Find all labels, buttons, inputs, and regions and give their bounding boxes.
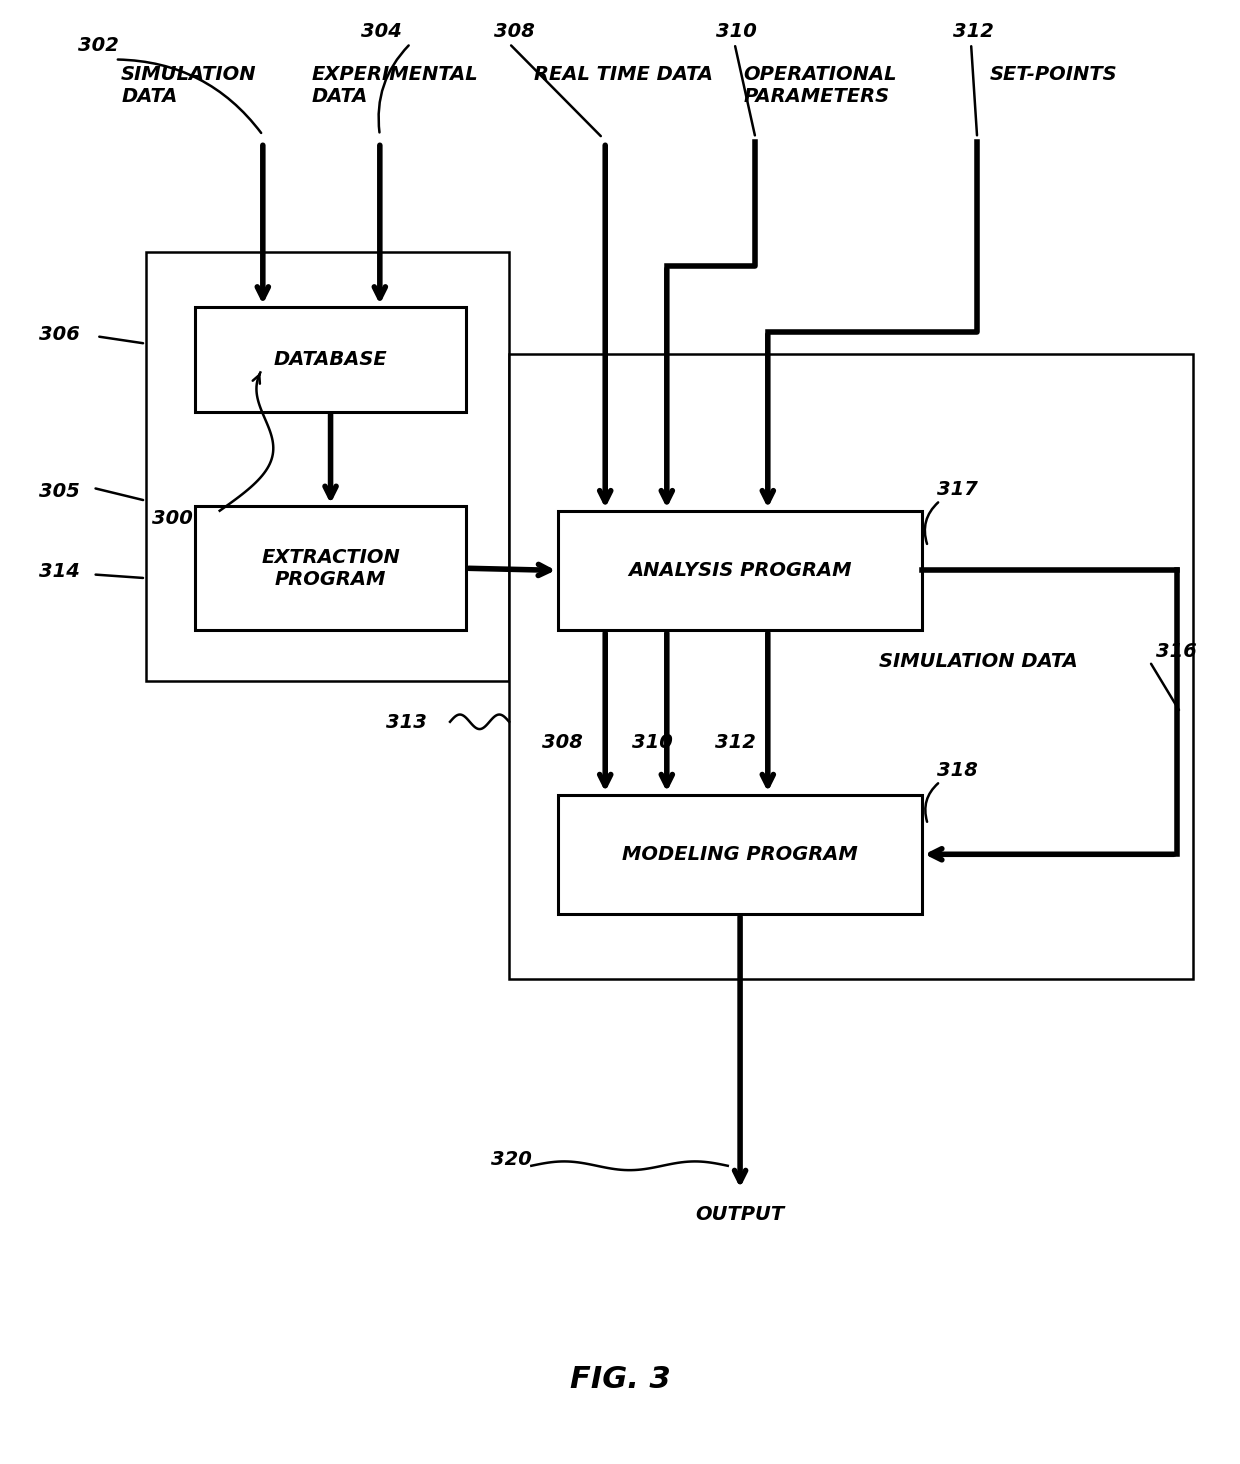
Text: 313: 313 bbox=[386, 713, 427, 732]
Text: 300: 300 bbox=[153, 509, 193, 529]
Bar bbox=[558, 795, 921, 914]
Text: 316: 316 bbox=[1156, 643, 1197, 662]
Text: DATABASE: DATABASE bbox=[274, 350, 387, 369]
Bar bbox=[195, 507, 466, 630]
Text: ANALYSIS PROGRAM: ANALYSIS PROGRAM bbox=[629, 561, 852, 580]
Text: FIG. 3: FIG. 3 bbox=[569, 1366, 671, 1394]
Text: 317: 317 bbox=[936, 480, 977, 499]
Text: 302: 302 bbox=[78, 37, 119, 56]
Text: SIMULATION DATA: SIMULATION DATA bbox=[879, 651, 1078, 671]
Bar bbox=[195, 307, 466, 411]
Text: EXTRACTION
PROGRAM: EXTRACTION PROGRAM bbox=[262, 548, 401, 589]
Text: OUTPUT: OUTPUT bbox=[696, 1205, 785, 1224]
Bar bbox=[510, 353, 1193, 979]
Text: 312: 312 bbox=[952, 22, 993, 41]
Bar bbox=[558, 511, 921, 630]
Text: 306: 306 bbox=[38, 325, 79, 344]
Text: OPERATIONAL
PARAMETERS: OPERATIONAL PARAMETERS bbox=[743, 66, 897, 107]
Text: 310: 310 bbox=[715, 22, 756, 41]
Text: SIMULATION
DATA: SIMULATION DATA bbox=[122, 66, 257, 107]
Text: EXPERIMENTAL
DATA: EXPERIMENTAL DATA bbox=[312, 66, 479, 107]
Text: 318: 318 bbox=[936, 761, 977, 780]
Text: 312: 312 bbox=[714, 732, 755, 751]
Bar bbox=[146, 252, 510, 681]
Text: MODELING PROGRAM: MODELING PROGRAM bbox=[622, 845, 858, 864]
Text: 308: 308 bbox=[542, 732, 583, 751]
Text: SET-POINTS: SET-POINTS bbox=[990, 66, 1117, 85]
Text: 305: 305 bbox=[38, 482, 79, 501]
Text: 310: 310 bbox=[632, 732, 673, 751]
Text: 314: 314 bbox=[38, 562, 79, 581]
Text: REAL TIME DATA: REAL TIME DATA bbox=[533, 66, 713, 85]
Text: 320: 320 bbox=[491, 1149, 532, 1168]
Text: 304: 304 bbox=[361, 22, 402, 41]
Text: 308: 308 bbox=[495, 22, 536, 41]
